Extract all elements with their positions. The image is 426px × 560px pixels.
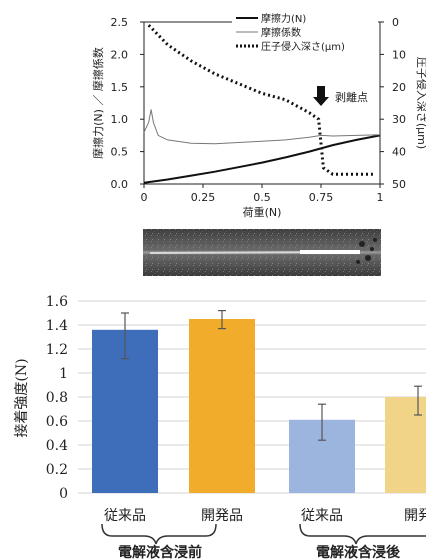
series-line-2 [147, 24, 373, 176]
bar-chart-categories: 従来品 開発品 従来品 開発 [104, 508, 426, 524]
y-tick-label: 0.0 [111, 178, 129, 191]
y2-tick-label: 30 [392, 113, 406, 126]
category-label-3: 開発 [404, 508, 426, 524]
group-bracket-before [101, 523, 217, 545]
bar-chart-y-ticks: 0 0.2 0.4 0.6 0.8 1 1.2 1.4 1.6 [46, 294, 68, 502]
peel-point-annotation: 剥離点 [313, 86, 368, 106]
group-label-after: 電解液含浸後 [316, 544, 401, 560]
bar-y-tick-label: 1 [59, 366, 68, 382]
top-chart: 0 0.25 0.5 0.75 1 0.0 0.5 1.0 1.5 2.0 2.5 0 10 20 30 40… [91, 8, 426, 219]
x-tick-label: 1 [377, 191, 384, 204]
bar-chart-bars [92, 310, 426, 493]
y-tick-label: 1.5 [111, 81, 129, 94]
bar-y-tick-label: 0.6 [46, 414, 68, 430]
legend-label-friction: 摩擦力(N) [261, 12, 306, 25]
y-tick-label: 1.0 [111, 113, 129, 126]
legend-label-coefficient: 摩擦係数 [261, 26, 301, 39]
y2-tick-label: 20 [392, 81, 406, 94]
bar-y-tick-label: 1.4 [46, 318, 68, 334]
y-tick-label: 2.0 [111, 48, 129, 61]
x-tick-label: 0 [141, 191, 148, 204]
top-y2-axis-label: 圧子侵入深さ(μm) [415, 57, 426, 149]
bar-y-tick-label: 1.2 [46, 342, 68, 358]
y2-tick-label: 40 [392, 146, 406, 159]
category-label-0: 従来品 [104, 508, 146, 524]
bar-y-tick-label: 0.4 [46, 438, 68, 454]
y2-tick-label: 50 [392, 178, 406, 191]
bar-y-tick-label: 0.2 [46, 462, 68, 478]
series-line-1 [143, 109, 381, 145]
bar-1 [189, 319, 255, 493]
top-legend: 摩擦力(N) 摩擦係数 圧子侵入深さ(μm) [232, 8, 378, 56]
bottom-chart: 0 0.2 0.4 0.6 0.8 1 1.2 1.4 1.6 従来品 開発品 従来品 開発 接着強度… [13, 294, 426, 560]
bar-y-tick-label: 1.6 [46, 294, 68, 310]
y2-tick-label: 10 [392, 48, 406, 61]
category-label-1: 開発品 [201, 508, 243, 524]
peel-point-label: 剥離点 [335, 90, 368, 104]
y-tick-label: 2.5 [111, 16, 129, 29]
top-chart-series [143, 24, 381, 184]
top-chart-ticks: 0 0.25 0.5 0.75 1 0.0 0.5 1.0 1.5 2.0 2.5 0 10 20 30 40… [111, 16, 407, 204]
bar-y-tick-label: 0 [59, 486, 68, 502]
y2-tick-label: 0 [392, 16, 399, 29]
category-label-2: 従来品 [301, 508, 343, 524]
bar-y-tick-label: 0.8 [46, 390, 68, 406]
scratch-track-micrograph [143, 229, 381, 276]
bar-y-axis-label: 接着強度(N) [13, 358, 30, 437]
peel-point-arrow-icon [313, 86, 329, 106]
group-label-before: 電解液含浸前 [118, 544, 202, 560]
legend-label-depth: 圧子侵入深さ(μm) [261, 41, 345, 53]
group-bracket-after [299, 523, 426, 545]
bar-3 [385, 397, 426, 493]
y-tick-label: 0.5 [111, 146, 129, 159]
top-x-axis-label: 荷重(N) [243, 205, 282, 219]
series-line-0 [143, 134, 381, 184]
top-y-axis-label: 摩擦力(N) ／ 摩擦係数 [91, 47, 105, 159]
x-tick-label: 0.5 [253, 191, 271, 204]
x-tick-label: 0.25 [191, 191, 216, 204]
x-tick-label: 0.75 [309, 191, 334, 204]
